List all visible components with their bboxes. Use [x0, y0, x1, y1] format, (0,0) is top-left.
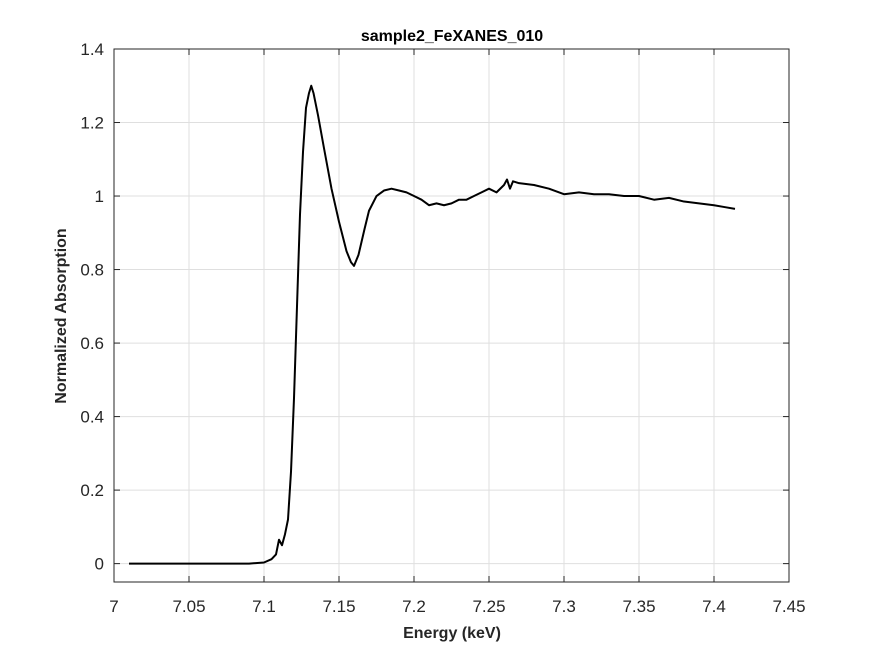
- x-tick-label: 7: [109, 597, 118, 616]
- chart-title: sample2_FeXANES_010: [361, 28, 543, 45]
- y-tick-label: 0.6: [80, 334, 104, 353]
- y-axis-label: Normalized Absorption: [53, 228, 70, 403]
- x-tick-label: 7.2: [402, 597, 426, 616]
- x-tick-label: 7.45: [772, 597, 805, 616]
- x-tick-label: 7.35: [622, 597, 655, 616]
- y-tick-label: 1: [95, 187, 104, 206]
- grid: [113, 48, 790, 582]
- y-tick-label: 1.2: [80, 114, 104, 133]
- x-tick-label: 7.15: [322, 597, 355, 616]
- tick-labels: 7 7.05 7.1 7.15 7.2 7.25 7.3 7.35 7.4 7.45 0 0.2 0.4…: [80, 40, 805, 616]
- x-tick-label: 7.1: [252, 597, 276, 616]
- y-tick-label: 0.2: [80, 481, 104, 500]
- y-tick-label: 0: [95, 555, 104, 574]
- y-tick-label: 0.8: [80, 261, 104, 280]
- x-tick-label: 7.4: [702, 597, 726, 616]
- ticks: [113, 48, 790, 582]
- series-line: [129, 84, 736, 565]
- x-axis-label: Energy (keV): [403, 625, 501, 642]
- y-tick-label: 1.4: [80, 40, 104, 59]
- y-tick-label: 0.4: [80, 408, 104, 427]
- x-tick-label: 7.25: [472, 597, 505, 616]
- x-tick-label: 7.05: [172, 597, 205, 616]
- axes-box: [113, 48, 790, 583]
- x-tick-label: 7.3: [552, 597, 576, 616]
